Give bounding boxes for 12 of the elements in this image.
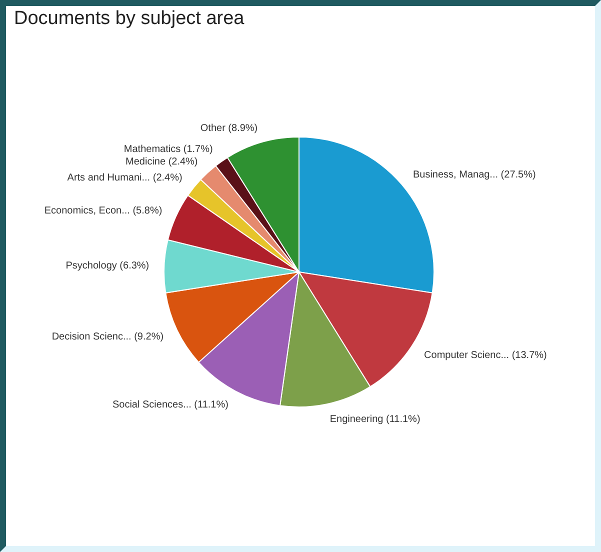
slice-label: Business, Manag... (27.5%) [412, 169, 536, 180]
chart-title: Documents by subject area [14, 8, 245, 29]
slice-label: Decision Scienc... (9.2%) [52, 331, 164, 342]
slice-label: Mathematics (1.7%) [124, 144, 213, 156]
slice-label: Arts and Humani... (2.4%) [67, 172, 182, 184]
slice-label: Social Sciences... (11.1%) [112, 399, 228, 410]
slice-label: Engineering (11.1%) [330, 414, 420, 425]
slice-label: Computer Scienc... (13.7%) [424, 350, 547, 361]
slice-label: Medicine (2.4%) [126, 156, 198, 168]
slice-label: Psychology (6.3%) [66, 260, 150, 272]
slice-label: Economics, Econ... (5.8%) [44, 206, 162, 217]
slice-label: Other (8.9%) [200, 122, 258, 134]
